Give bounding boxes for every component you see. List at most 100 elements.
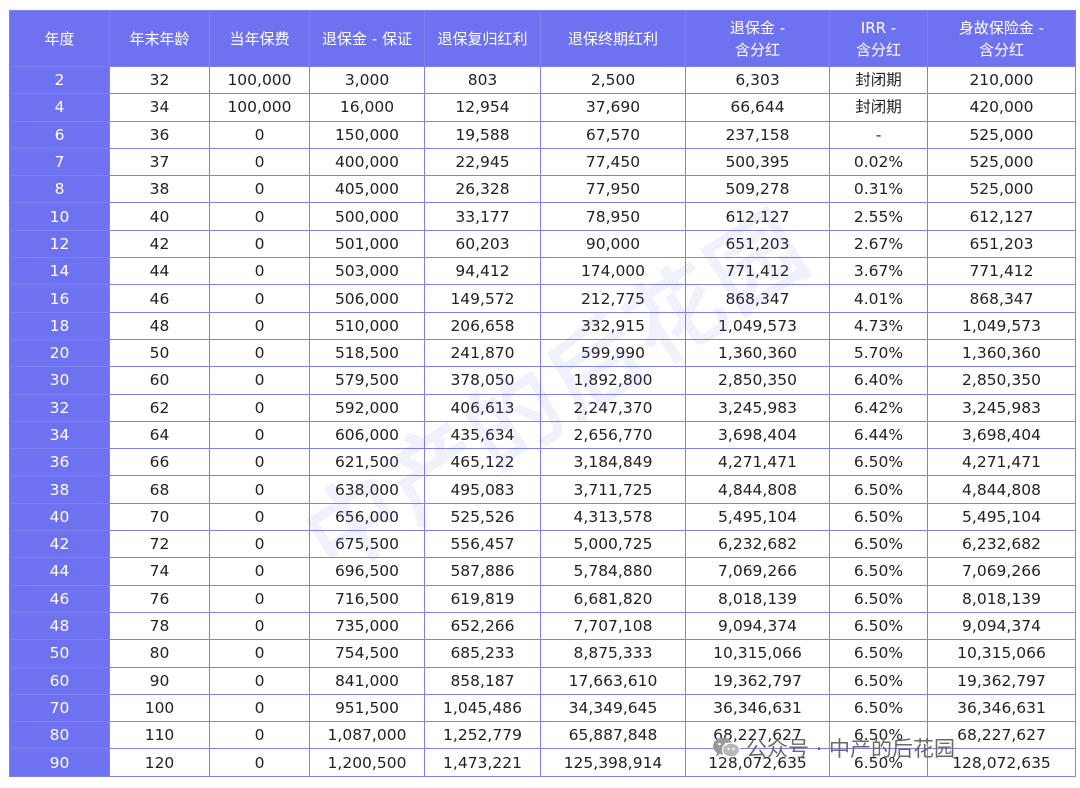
table-cell: 0 (209, 639, 310, 668)
table-cell: 77,950 (540, 175, 686, 204)
table-cell: 22,945 (424, 147, 541, 177)
table-cell: 6.50% (829, 693, 928, 723)
table-cell: 77,450 (540, 147, 686, 177)
year-cell: 16 (9, 284, 110, 313)
table-cell: 4,844,808 (685, 475, 830, 504)
table-row: 36 66 0 621,500 465,122 3,184,849 4,271,471 6.5… (9, 448, 1076, 477)
table-cell: 500,395 (685, 147, 830, 177)
table-cell: 72 (109, 530, 210, 559)
table-cell: 6.50% (829, 666, 928, 695)
table-cell: 206,658 (424, 311, 541, 340)
table-cell: 110 (109, 721, 210, 750)
table-cell: 525,000 (927, 120, 1076, 149)
table-cell: 5,495,104 (685, 502, 830, 532)
table-cell: 771,412 (927, 257, 1076, 286)
table-cell: 19,362,797 (685, 666, 830, 695)
table-cell: 579,500 (309, 366, 425, 395)
table-row: 70 100 0 951,500 1,045,486 34,349,645 36,346,6… (9, 693, 1076, 723)
table-cell: 94,412 (424, 257, 541, 286)
table-cell: 6,232,682 (927, 530, 1076, 559)
table-cell: 19,588 (424, 120, 541, 149)
table-cell: 754,500 (309, 639, 425, 668)
table-cell: 90,000 (540, 229, 686, 259)
table-cell: 241,870 (424, 338, 541, 368)
table-cell: 0.31% (829, 175, 928, 204)
table-cell: 17,663,610 (540, 666, 686, 695)
table-cell: 6,681,820 (540, 584, 686, 613)
table-cell: 2,500 (540, 65, 686, 95)
table-row: 8 38 0 405,000 26,328 77,950 509,278 0.31% 525,0… (9, 175, 1076, 204)
table-cell: 7,069,266 (685, 557, 830, 586)
table-cell: 66,644 (685, 93, 830, 122)
table-row: 34 64 0 606,000 435,634 2,656,770 3,698,404 6.4… (9, 420, 1076, 450)
year-cell: 30 (9, 366, 110, 395)
table-cell: 5.70% (829, 338, 928, 368)
column-header-text: 退保终期红利 (567, 29, 658, 48)
table-cell: 38 (109, 175, 210, 204)
table-cell: 435,634 (424, 420, 541, 450)
table-cell: 0 (209, 721, 310, 750)
table-cell: 19,362,797 (927, 666, 1076, 695)
table-cell: 7,707,108 (540, 611, 686, 641)
table-cell: 0.02% (829, 147, 928, 177)
table-cell: 612,127 (927, 202, 1076, 231)
table-cell: 1,087,000 (309, 721, 425, 750)
table-cell: 6.50% (829, 584, 928, 613)
table-cell: 4,844,808 (927, 475, 1076, 504)
table-row: 2 32 100,000 3,000 803 2,500 6,303 封闭期 210,000 (9, 65, 1076, 95)
table-row: 14 44 0 503,000 94,412 174,000 771,412 3.67% 771… (9, 257, 1076, 286)
year-cell: 10 (9, 202, 110, 231)
header-row: 年度 年末年龄 当年保费 退保金 - 保证 退保复归红利 退保终期红利 退保金 - 含分红 IR… (9, 10, 1076, 67)
table-cell: 67,570 (540, 120, 686, 149)
year-cell: 6 (9, 120, 110, 149)
table-cell: 6.50% (829, 639, 928, 668)
table-cell: 80 (109, 639, 210, 668)
table-cell: 78 (109, 611, 210, 641)
table-cell: 78,950 (540, 202, 686, 231)
illustration-table-container: 年度 年末年龄 当年保费 退保金 - 保证 退保复归红利 退保终期红利 退保金 - 含分红 IR… (9, 10, 1076, 777)
column-header-text: 退保复归红利 (437, 29, 528, 48)
column-header-text: 含分红 (855, 40, 901, 59)
table-cell: 46 (109, 284, 210, 313)
table-cell: 34,349,645 (540, 693, 686, 723)
table-cell: 0 (209, 120, 310, 149)
table-cell: 100,000 (209, 93, 310, 122)
table-cell: 0 (209, 666, 310, 695)
table-cell: 212,775 (540, 284, 686, 313)
table-cell: 400,000 (309, 147, 425, 177)
table-cell: 503,000 (309, 257, 425, 286)
table-cell: 37 (109, 147, 210, 177)
year-cell: 4 (9, 93, 110, 122)
table-cell: 495,083 (424, 475, 541, 504)
table-cell: 1,360,360 (927, 338, 1076, 368)
table-row: 20 50 0 518,500 241,870 599,990 1,360,360 5.70%… (9, 338, 1076, 368)
table-row: 42 72 0 675,500 556,457 5,000,725 6,232,682 6.5… (9, 530, 1076, 559)
table-cell: 501,000 (309, 229, 425, 259)
table-cell: 210,000 (927, 65, 1076, 95)
table-cell: 0 (209, 175, 310, 204)
table-cell: 509,278 (685, 175, 830, 204)
table-cell: 1,360,360 (685, 338, 830, 368)
year-cell: 80 (9, 721, 110, 750)
table-cell: 858,187 (424, 666, 541, 695)
table-cell: 0 (209, 611, 310, 641)
table-cell: 6.50% (829, 611, 928, 641)
table-row: 48 78 0 735,000 652,266 7,707,108 9,094,374 6.5… (9, 611, 1076, 641)
column-header-text: IRR - (860, 18, 897, 37)
table-cell: 68,227,627 (685, 721, 830, 750)
table-cell: 2,247,370 (540, 393, 686, 422)
year-cell: 36 (9, 448, 110, 477)
table-cell: 3.67% (829, 257, 928, 286)
table-row: 16 46 0 506,000 149,572 212,775 868,347 4.01% 86… (9, 284, 1076, 313)
table-cell: 6.50% (829, 748, 928, 777)
table-cell: 0 (209, 202, 310, 231)
table-cell: 33,177 (424, 202, 541, 231)
year-cell: 7 (9, 147, 110, 177)
table-cell: 656,000 (309, 502, 425, 532)
table-cell: 3,698,404 (685, 420, 830, 450)
table-cell: 2.67% (829, 229, 928, 259)
year-cell: 2 (9, 65, 110, 95)
table-cell: 100,000 (209, 65, 310, 95)
column-header: IRR - 含分红 (829, 10, 928, 67)
table-cell: 2.55% (829, 202, 928, 231)
